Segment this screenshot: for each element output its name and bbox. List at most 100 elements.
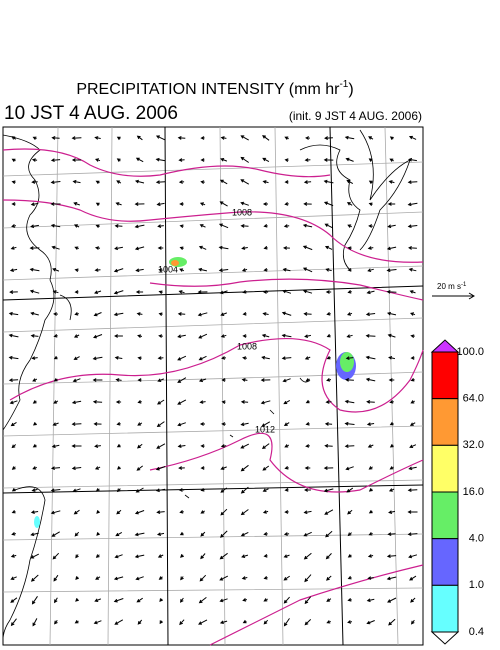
wind-arrow <box>262 157 270 163</box>
wind-arrow <box>134 179 145 184</box>
wind-arrow <box>323 488 334 493</box>
wind-arrow <box>366 400 375 404</box>
wind-arrow <box>74 290 79 294</box>
colorbar-label: 4.0 <box>469 533 484 545</box>
wind-arrow <box>240 201 249 206</box>
wind-arrow <box>95 488 100 492</box>
wind-arrow <box>32 136 37 140</box>
wind-arrow <box>51 444 60 449</box>
colorbar-label: 0.4 <box>469 626 484 638</box>
wind-arrow <box>281 333 292 338</box>
wind-arrow <box>366 290 375 295</box>
wind-arrow <box>389 400 394 404</box>
wind-arrow <box>200 531 206 537</box>
wind-arrow <box>200 158 205 162</box>
wind-arrow <box>114 246 123 251</box>
wind-arrow <box>345 466 354 471</box>
wind-arrow <box>344 135 355 140</box>
wind-arrow <box>11 224 17 228</box>
wind-arrow <box>92 399 103 404</box>
wind-arrow <box>219 179 228 185</box>
wind-arrow <box>304 356 311 360</box>
wind-arrow <box>242 290 247 294</box>
wind-arrow <box>200 487 205 492</box>
wind-arrow <box>219 620 228 624</box>
wind-arrow <box>32 618 38 627</box>
wind-arrow <box>155 157 166 162</box>
colorbar-bin <box>431 398 459 446</box>
wind-arrow <box>220 444 227 448</box>
wind-arrow <box>367 246 374 250</box>
wind-arrow <box>116 158 121 162</box>
wind-arrow <box>113 312 124 317</box>
wind-arrow <box>10 576 17 580</box>
wind-arrow <box>155 180 166 184</box>
wind-arrow <box>240 224 249 228</box>
isobar-label: 1008 <box>232 207 252 217</box>
wind-arrow <box>8 378 19 382</box>
wind-arrow <box>11 466 16 470</box>
wind-arrow <box>240 422 249 427</box>
wind-arrow <box>368 488 373 492</box>
wind-arrow <box>410 619 415 625</box>
wind-arrow <box>408 246 417 250</box>
wind-arrow <box>324 245 333 250</box>
isobars <box>2 148 424 646</box>
wind-arrow <box>53 334 58 338</box>
wind-arrow <box>137 619 143 625</box>
wind-arrow <box>262 465 270 471</box>
wind-arrow <box>368 202 373 207</box>
wind-arrow <box>305 378 310 382</box>
wind-arrow <box>10 246 17 250</box>
wind-arrow <box>178 158 185 162</box>
wind-arrow <box>347 620 353 624</box>
wind-arrow <box>284 180 289 184</box>
wind-arrow <box>156 510 165 514</box>
wind-arrow <box>219 290 228 295</box>
wind-arrow <box>177 377 187 383</box>
wind-arrow <box>302 223 313 228</box>
wind-arrow <box>326 598 332 602</box>
wind-arrow <box>387 333 396 338</box>
wind-arrow <box>240 464 249 472</box>
wind-arrow <box>324 422 333 426</box>
wind-arrow <box>302 267 313 273</box>
wind-arrow <box>71 444 82 448</box>
wind-arrow <box>389 443 394 448</box>
wind-arrow <box>200 444 205 448</box>
colorbar-bin <box>431 491 459 540</box>
wind-arrow <box>73 509 80 515</box>
wind-arrow <box>96 510 100 514</box>
wind-arrow <box>410 334 415 338</box>
wind-arrow <box>95 224 100 229</box>
wind-arrow <box>326 312 331 316</box>
wind-arrow <box>96 532 100 536</box>
wind-arrow <box>157 224 164 228</box>
wind-arrow <box>177 422 186 427</box>
wind-arrow <box>177 355 187 361</box>
wind-arrow <box>303 510 312 515</box>
wind-arrow <box>219 201 228 207</box>
wind-arrow <box>242 356 247 360</box>
isobar-label: 1008 <box>237 341 257 351</box>
wind-arrow <box>386 576 397 581</box>
wind-arrow <box>326 355 331 360</box>
wind-arrow <box>281 356 292 361</box>
wind-arrow <box>241 576 248 580</box>
wind-arrow <box>242 312 247 316</box>
wind-arrow <box>260 400 271 405</box>
wind-arrow <box>240 443 250 449</box>
wind-arrow <box>240 486 249 494</box>
wind-arrow <box>95 202 100 207</box>
wind-arrow <box>386 554 397 559</box>
wind-arrow <box>305 136 310 140</box>
wind-arrow <box>197 312 208 317</box>
wind-arrow <box>179 224 184 228</box>
wind-arrow <box>305 444 310 448</box>
wind-arrow <box>220 530 228 538</box>
wind-arrow <box>283 532 290 536</box>
wind-arrow <box>53 312 58 316</box>
wind-arrow <box>368 509 373 514</box>
graticule <box>2 126 424 646</box>
wind-arrow <box>92 356 103 361</box>
